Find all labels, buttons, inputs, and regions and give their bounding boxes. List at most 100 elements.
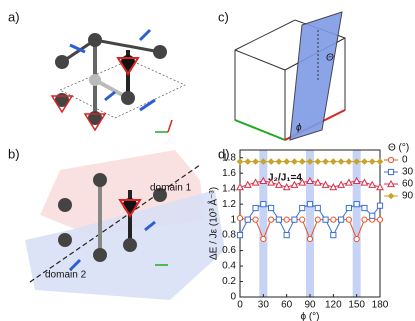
marker: [268, 216, 275, 223]
marker: [360, 178, 369, 186]
legend-marker: [387, 192, 395, 200]
y-tick-label: 0.6: [222, 245, 236, 256]
marker: [275, 216, 282, 223]
x-tick-label: 180: [372, 300, 389, 311]
angle-label: ϕ: [296, 123, 302, 134]
y-axis-label: ΔE / Jε (10³ Å⁻³): [207, 187, 220, 260]
marker: [291, 158, 298, 165]
marker: [313, 178, 322, 186]
chart: 00.20.40.60.811.21.41.61.80 30 60 90 120 150 1…: [207, 143, 414, 321]
highlight-band: [306, 150, 314, 297]
y-tick-label: 1.8: [222, 152, 236, 163]
marker: [306, 158, 314, 165]
marker: [260, 201, 267, 208]
marker: [306, 235, 314, 243]
marker: [267, 178, 276, 186]
marker: [299, 204, 306, 212]
y-tick-label: 0.2: [222, 276, 236, 287]
marker: [345, 204, 352, 212]
marker: [243, 180, 252, 188]
marker: [236, 232, 244, 239]
marker: [252, 158, 259, 165]
marker: [252, 204, 259, 212]
marker: [306, 201, 314, 208]
panel-label: c): [218, 9, 229, 24]
panel-a-diagram: [50, 28, 186, 133]
domain-label: domain 1: [150, 183, 192, 194]
panel-c-diagram: [234, 11, 346, 141]
marker: [330, 158, 337, 165]
marker: [369, 212, 376, 219]
marker: [314, 204, 321, 212]
x-tick-label: 30: [258, 300, 270, 311]
marker: [268, 204, 275, 212]
marker: [299, 216, 306, 223]
marker: [338, 216, 345, 223]
x-axis-label: ϕ (°): [300, 312, 319, 321]
legend-label: 90: [402, 191, 414, 202]
marker: [376, 216, 384, 223]
y-tick-label: 0.4: [222, 261, 236, 272]
marker: [259, 176, 268, 185]
marker: [314, 158, 322, 165]
marker: [329, 182, 338, 191]
angle-label: Θ: [326, 53, 334, 64]
y-tick-label: 0.8: [222, 230, 236, 241]
marker: [260, 158, 267, 165]
domain-label: domain 2: [45, 270, 87, 281]
marker: [353, 235, 360, 243]
marker: [314, 216, 321, 223]
marker: [260, 235, 267, 243]
marker: [274, 180, 283, 188]
marker: [337, 158, 345, 165]
marker: [275, 158, 283, 165]
marker: [244, 216, 251, 223]
legend-label: 0: [402, 155, 408, 166]
marker: [376, 202, 384, 209]
marker: [368, 180, 377, 188]
marker: [251, 178, 260, 186]
marker: [298, 158, 306, 165]
legend-marker: [387, 156, 395, 164]
panel-label: d): [218, 146, 230, 161]
marker: [283, 232, 290, 239]
marker: [322, 216, 329, 223]
legend-title: Θ (°): [388, 143, 409, 154]
marker: [236, 214, 244, 222]
x-tick-label: 120: [325, 300, 342, 311]
y-tick-label: 1.6: [222, 168, 236, 179]
marker: [344, 178, 353, 186]
x-tick-label: 150: [348, 300, 365, 311]
marker: [337, 180, 346, 188]
marker: [283, 158, 290, 165]
y-tick-label: 1.4: [222, 183, 236, 194]
marker: [361, 216, 368, 223]
y-tick-label: 1.2: [222, 199, 236, 210]
marker: [330, 216, 337, 223]
highlight-band: [259, 150, 268, 297]
marker: [361, 158, 368, 165]
marker: [330, 232, 337, 239]
x-tick-label: 0: [237, 300, 243, 311]
x-tick-label: 60: [281, 300, 293, 311]
legend-marker: [387, 179, 395, 188]
highlight-band: [352, 150, 361, 297]
annotation: J₂/J₁=4: [268, 173, 302, 184]
marker: [244, 158, 252, 165]
marker: [252, 216, 259, 223]
marker: [322, 158, 329, 165]
legend-label: 60: [402, 179, 414, 190]
marker: [283, 216, 290, 223]
x-tick-label: 90: [304, 300, 316, 311]
marker: [236, 182, 244, 191]
marker: [282, 182, 291, 191]
marker: [345, 216, 352, 223]
marker: [236, 158, 244, 165]
marker: [306, 176, 314, 185]
y-tick-label: 1: [230, 214, 236, 225]
legend-marker: [387, 168, 395, 176]
marker: [376, 158, 384, 165]
marker: [352, 176, 361, 185]
marker: [368, 158, 376, 165]
